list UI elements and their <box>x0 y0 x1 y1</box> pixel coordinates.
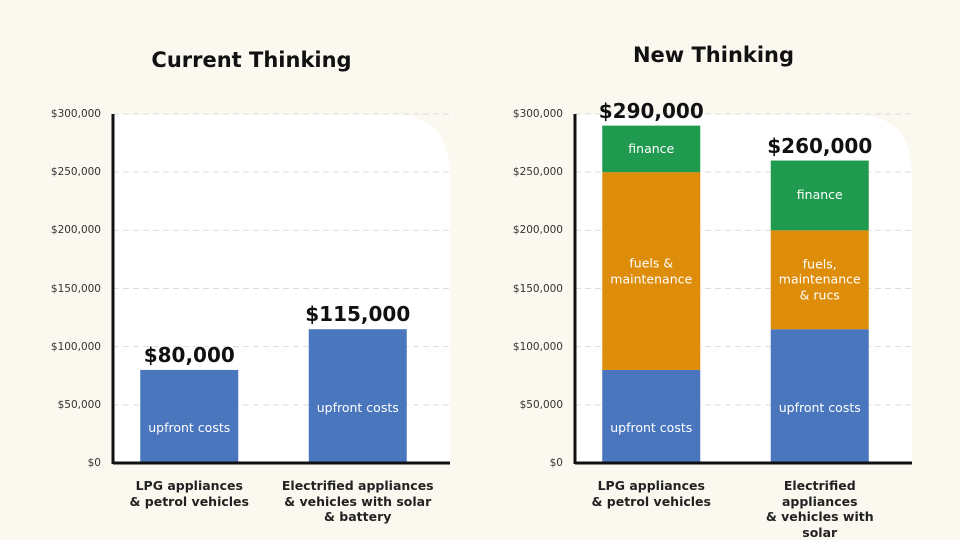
y-tick-label: $0 <box>87 457 101 469</box>
segment-label: finance <box>628 141 675 157</box>
value-label: $115,000 <box>305 302 411 327</box>
bar-segment <box>602 125 701 173</box>
x-tick-label: Electrified appliances & vehicles with s… <box>765 478 874 540</box>
chart-title: New Thinking <box>632 42 795 67</box>
segment-label: upfront costs <box>148 420 231 436</box>
y-tick-label: $100,000 <box>512 340 563 353</box>
total-label: $290,000 <box>598 98 704 123</box>
bar-segment <box>770 329 869 463</box>
y-tick-label: $300,000 <box>512 108 563 120</box>
y-tick-label: $300,000 <box>50 108 101 120</box>
bar-segment <box>770 230 869 330</box>
bar-segment <box>308 329 407 463</box>
y-tick-label: $0 <box>549 457 563 469</box>
y-tick-label: $50,000 <box>519 398 563 411</box>
segment-label: upfront costs <box>610 420 693 436</box>
y-tick-label: $100,000 <box>50 340 101 353</box>
segment-label: fuels & maintenance <box>610 255 693 287</box>
y-tick-label: $200,000 <box>512 224 563 237</box>
x-tick-label: Electrified appliances & vehicles with s… <box>281 478 434 525</box>
x-tick-label: LPG appliances & petrol vehicles <box>129 478 249 509</box>
bar-segment <box>770 160 869 231</box>
x-tick-label: LPG appliances & petrol vehicles <box>591 478 711 509</box>
y-tick-label: $200,000 <box>50 224 101 237</box>
y-tick-label: $50,000 <box>57 398 101 411</box>
y-tick-label: $150,000 <box>50 282 101 295</box>
bar-segment <box>602 369 701 463</box>
y-tick-label: $250,000 <box>50 166 101 179</box>
segment-label: upfront costs <box>316 400 399 416</box>
total-label: $260,000 <box>767 133 873 158</box>
segment-label: upfront costs <box>778 400 861 416</box>
segment-label: finance <box>796 187 843 203</box>
bar-segment <box>140 369 239 463</box>
y-tick-label: $250,000 <box>512 166 563 179</box>
segment-label: fuels, maintenance & rucs <box>778 256 861 303</box>
y-tick-label: $150,000 <box>512 282 563 295</box>
bar-segment <box>602 172 701 370</box>
value-label: $80,000 <box>143 342 235 367</box>
chart-title: Current Thinking <box>151 47 352 72</box>
